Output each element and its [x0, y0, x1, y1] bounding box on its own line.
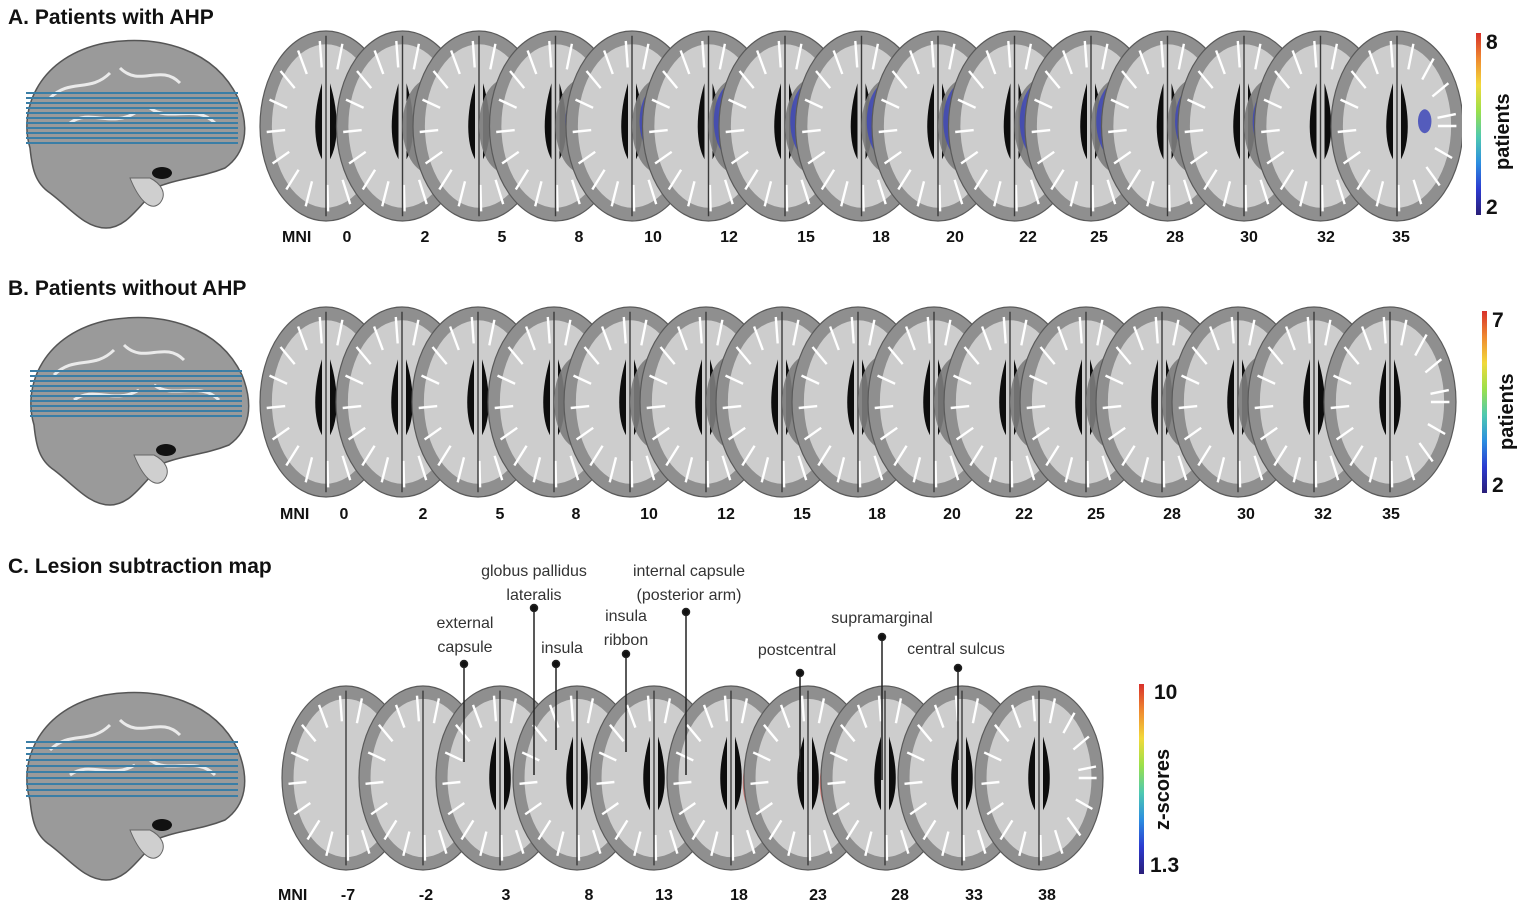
mni-value: -7 [340, 887, 356, 904]
panel-c-title: C. Lesion subtraction map [8, 555, 272, 578]
mni-value: 22 [1015, 506, 1033, 523]
mni-label: MNI [282, 229, 312, 246]
mni-value: 20 [943, 506, 961, 523]
mni-value: 5 [495, 506, 505, 523]
mni-value: 35 [1382, 506, 1400, 523]
annotation-internal-capsule: internal capsule (posterior arm) [632, 563, 746, 604]
mni-value: 2 [418, 506, 428, 523]
mni-value: 15 [793, 506, 811, 523]
axial-slice [1330, 30, 1462, 222]
mni-value: 30 [1240, 229, 1258, 246]
mni-value: 18 [868, 506, 886, 523]
annotation-central-sulcus: central sulcus [907, 641, 1005, 658]
colorbar-c-max: 10 [1154, 681, 1178, 704]
mni-value: 18 [872, 229, 890, 246]
mni-value: 28 [1163, 506, 1181, 523]
mni-value: 33 [965, 887, 983, 904]
sagittal-brain-c [26, 691, 246, 881]
mni-value: 35 [1392, 229, 1410, 246]
mni-value: 8 [584, 887, 594, 904]
mni-value: 12 [717, 506, 735, 523]
annotation-globus-pallidus: globus pallidus lateralis [481, 563, 587, 604]
mni-value: 5 [497, 229, 507, 246]
mni-value: 20 [946, 229, 964, 246]
slice-lines-c [26, 741, 238, 797]
axial-slice [1323, 306, 1457, 498]
annotation-insula-ribbon: insula ribbon [603, 608, 649, 649]
mni-value: 3 [501, 887, 511, 904]
panel-b-title: B. Patients without AHP [8, 277, 247, 300]
colorbar-b [1482, 311, 1487, 493]
slice-lines-b [30, 370, 242, 417]
axial-slice-strip-a [259, 30, 1462, 222]
sagittal-brain-b [30, 316, 250, 506]
mni-value: 22 [1019, 229, 1037, 246]
mni-value: 23 [809, 887, 827, 904]
mni-value: 12 [720, 229, 738, 246]
axial-slice-strip-c [281, 685, 1104, 871]
mni-label: MNI [278, 887, 308, 904]
annotation-insula: insula [541, 640, 583, 657]
annotation-external-capsule: external capsule [436, 615, 494, 656]
mni-value: 25 [1090, 229, 1108, 246]
colorbar-b-max: 7 [1492, 309, 1504, 332]
mni-value: 13 [655, 887, 673, 904]
mni-value: 25 [1087, 506, 1105, 523]
mni-value: 15 [797, 229, 815, 246]
mni-value: 30 [1237, 506, 1255, 523]
mni-value: 28 [891, 887, 909, 904]
mni-value: 32 [1314, 506, 1332, 523]
mni-value: 8 [571, 506, 581, 523]
mni-value: 0 [339, 506, 349, 523]
mni-value: 38 [1038, 887, 1056, 904]
mni-label: MNI [280, 506, 310, 523]
mni-value: 18 [730, 887, 748, 904]
annotation-supramarginal: supramarginal [831, 610, 933, 627]
mni-value: -2 [418, 887, 434, 904]
mni-value: 2 [420, 229, 430, 246]
colorbar-c-title: z-scores [1152, 748, 1174, 830]
colorbar-c-min: 1.3 [1150, 854, 1180, 877]
sagittal-brain-a [26, 39, 246, 229]
colorbar-a-min: 2 [1486, 196, 1498, 219]
axial-slice [974, 685, 1104, 871]
mni-coordinates-c: MNI -7 -2 3 8 13 18 23 28 33 38 [0, 887, 1300, 909]
axial-slice-strip-b [259, 306, 1457, 498]
mni-coordinates-a: MNI 0 2 5 8 10 12 15 18 20 22 25 28 30 32 35 [0, 229, 1410, 251]
mni-coordinates-b: MNI 0 2 5 8 10 12 15 18 20 22 25 28 30 32 35 [0, 506, 1400, 528]
annotation-postcentral: postcentral [757, 642, 837, 659]
colorbar-a [1476, 33, 1481, 215]
mni-value: 0 [342, 229, 352, 246]
mni-value: 28 [1166, 229, 1184, 246]
slice-lines-a [26, 92, 238, 144]
mni-value: 32 [1317, 229, 1335, 246]
mni-value: 10 [640, 506, 658, 523]
panel-a-title: A. Patients with AHP [8, 6, 214, 29]
colorbar-c [1139, 684, 1144, 874]
mni-value: 10 [644, 229, 662, 246]
mni-value: 8 [574, 229, 584, 246]
colorbar-a-max: 8 [1486, 31, 1498, 54]
colorbar-b-min: 2 [1492, 474, 1504, 497]
